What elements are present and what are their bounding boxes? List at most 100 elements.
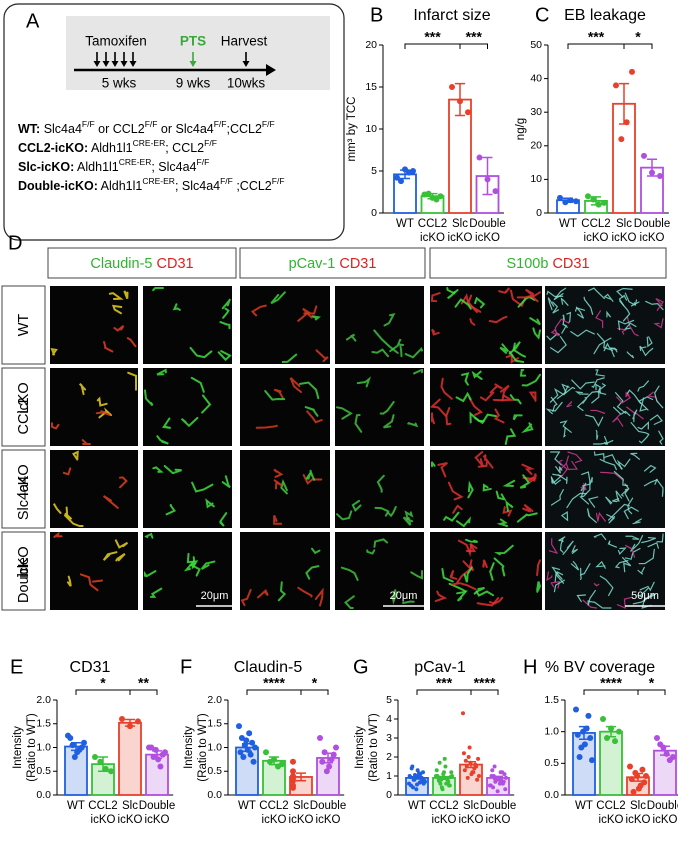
y-axis-label: Intensity [354, 726, 366, 769]
y-tick-label: 3 [386, 732, 392, 744]
data-point [290, 773, 296, 779]
chart-title: pCav-1 [414, 659, 466, 676]
data-point [434, 197, 440, 203]
data-point [494, 776, 498, 780]
data-point [457, 98, 463, 104]
data-point [443, 765, 447, 769]
chart-title: Claudin-5 [234, 659, 303, 676]
data-point [290, 759, 296, 765]
y-tick-label: 0.5 [36, 765, 51, 777]
data-point [471, 770, 475, 774]
timeline-label: PTS [180, 34, 206, 49]
data-point [612, 738, 618, 744]
data-point [251, 759, 257, 765]
data-point [577, 754, 583, 760]
significance-label: * [649, 675, 655, 691]
data-point [398, 178, 404, 184]
micrograph [335, 368, 424, 446]
x-tick-label: WT [408, 800, 426, 812]
superscript: F/F [272, 176, 285, 186]
data-point [629, 69, 635, 75]
data-point [317, 735, 323, 741]
data-point [449, 770, 453, 774]
significance-label: **** [474, 675, 496, 691]
data-point [160, 752, 166, 758]
data-point [408, 774, 412, 778]
y-axis-label: Intensity [183, 726, 195, 769]
y-tick-label: 10 [530, 173, 542, 185]
header-part: CD31 [157, 256, 194, 272]
chart-title: % BV coverage [545, 659, 655, 676]
scale-bar-label: 50μm [631, 590, 659, 602]
data-point [97, 759, 103, 765]
genotype-line: CCL2-icKO: Aldh1l1CRE-ER; CCL2F/F [18, 138, 217, 155]
data-point [322, 749, 328, 755]
panel-letter: F [180, 656, 192, 678]
data-point [476, 757, 480, 761]
significance-label: *** [436, 675, 453, 691]
y-tick-label: 1.5 [36, 718, 51, 730]
data-point [490, 774, 494, 778]
data-point [446, 778, 450, 782]
micrograph-feature [93, 580, 103, 581]
data-point [426, 191, 432, 197]
data-point [151, 754, 157, 760]
x-tick-label: DoubleicKO [647, 800, 678, 826]
superscript: F/F [82, 119, 95, 129]
y-tick-label: 50 [530, 39, 542, 51]
data-point [441, 787, 445, 791]
data-point [618, 136, 624, 142]
significance-bracket [130, 690, 157, 695]
data-point [657, 173, 663, 179]
data-point [477, 155, 483, 161]
data-point [616, 729, 622, 735]
genotype-text: ; Slc4a4 [151, 160, 196, 174]
significance-bracket [584, 690, 638, 695]
y-tick-label: 0 [371, 207, 377, 219]
data-point [415, 783, 419, 787]
significance-label: * [312, 675, 318, 691]
panel-letter: A [26, 10, 40, 32]
micrograph [50, 286, 138, 364]
significance-bracket [471, 690, 498, 695]
y-axis-label: Intensity [12, 726, 24, 769]
y-tick-label: 0 [386, 789, 392, 801]
micrograph [143, 368, 232, 446]
data-point [72, 754, 78, 760]
genotype-name: WT: [18, 122, 40, 136]
data-point [643, 773, 649, 779]
timeline-label: 10wks [227, 76, 266, 91]
y-tick-label: 0 [536, 207, 542, 219]
chart-title: Infarct size [413, 7, 490, 24]
significance-bracket [417, 690, 471, 695]
data-point [406, 170, 412, 176]
genotype-text: or CCL2 [95, 122, 145, 136]
data-point [493, 765, 497, 769]
timeline-label: 9 wks [176, 76, 211, 91]
header-part: CD31 [339, 256, 376, 272]
data-point [435, 768, 439, 772]
panel-letter: E [10, 656, 23, 678]
y-tick-label: 1.5 [544, 694, 559, 706]
data-point [493, 188, 499, 194]
data-point [639, 767, 645, 773]
superscript: CRE-ER [142, 176, 175, 186]
data-point [463, 768, 467, 772]
timeline-label: Tamoxifen [85, 34, 147, 49]
y-tick-label: 10 [365, 123, 377, 135]
superscript: CRE-ER [119, 157, 152, 167]
significance-label: **** [600, 675, 622, 691]
data-point [584, 726, 590, 732]
chart-title: EB leakage [564, 7, 646, 24]
data-point [442, 770, 446, 774]
data-point [562, 199, 568, 205]
data-point [469, 761, 473, 765]
data-point [608, 726, 614, 732]
data-point [467, 755, 471, 759]
